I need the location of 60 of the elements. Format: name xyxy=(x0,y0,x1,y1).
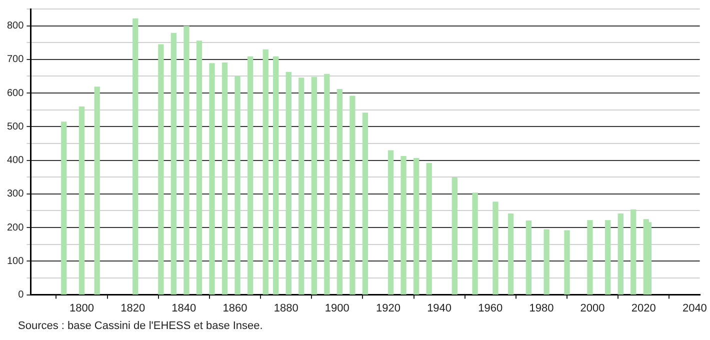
bar xyxy=(452,177,458,295)
bar xyxy=(630,209,636,295)
y-tick-label: 600 xyxy=(6,88,24,99)
bar xyxy=(605,220,611,295)
source-note: Sources : base Cassini de l'EHESS et base Insee. xyxy=(18,320,263,332)
bar xyxy=(426,163,432,295)
x-tick-label: 1920 xyxy=(376,302,400,314)
bar xyxy=(472,192,478,295)
bar xyxy=(526,220,532,295)
x-tick-label: 1860 xyxy=(222,302,248,314)
x-tick-label: 1800 xyxy=(70,302,94,314)
bar xyxy=(618,213,624,295)
bar xyxy=(400,156,406,295)
bar xyxy=(234,76,240,295)
y-tick-label: 0 xyxy=(18,290,24,301)
bar xyxy=(222,62,228,295)
bar xyxy=(298,78,304,295)
bar xyxy=(388,150,394,295)
bar xyxy=(587,220,593,295)
bar xyxy=(61,122,67,295)
bar xyxy=(336,89,343,295)
bar xyxy=(262,49,268,295)
bar xyxy=(508,213,514,295)
bar xyxy=(362,112,368,295)
bar xyxy=(492,202,498,295)
bar xyxy=(413,158,420,295)
y-tick-label: 500 xyxy=(6,121,24,132)
x-tick-label: 1820 xyxy=(120,302,146,314)
bar xyxy=(247,56,254,295)
x-tick-label: 1840 xyxy=(172,302,196,314)
x-tick-label: 2020 xyxy=(631,302,656,314)
y-tick-label: 100 xyxy=(6,256,24,267)
bar xyxy=(78,106,85,295)
bar xyxy=(184,26,190,295)
y-tick-label: 700 xyxy=(6,54,24,66)
bar xyxy=(311,76,317,295)
bar xyxy=(350,96,356,295)
y-tick-label: 800 xyxy=(6,20,24,32)
bar xyxy=(196,40,202,295)
bar xyxy=(94,86,100,295)
y-tick-label: 400 xyxy=(6,155,24,166)
bar xyxy=(544,229,550,295)
bar xyxy=(132,18,138,295)
y-tick-label: 200 xyxy=(6,222,24,234)
x-tick-label: 2000 xyxy=(580,302,605,314)
bar xyxy=(170,32,177,295)
y-tick-label: 300 xyxy=(6,188,24,200)
x-tick-label: 1940 xyxy=(427,302,452,314)
bar xyxy=(564,230,570,295)
bar xyxy=(209,63,215,295)
x-tick-label: 2040 xyxy=(682,302,707,314)
bar xyxy=(646,222,652,295)
x-tick-label: 1900 xyxy=(324,302,350,314)
bar xyxy=(158,44,164,295)
bar xyxy=(324,74,330,295)
x-tick-label: 1960 xyxy=(478,302,503,314)
x-tick-label: 1980 xyxy=(529,302,554,314)
bar xyxy=(273,56,279,295)
bar xyxy=(286,72,292,295)
x-tick-label: 1880 xyxy=(274,302,298,314)
